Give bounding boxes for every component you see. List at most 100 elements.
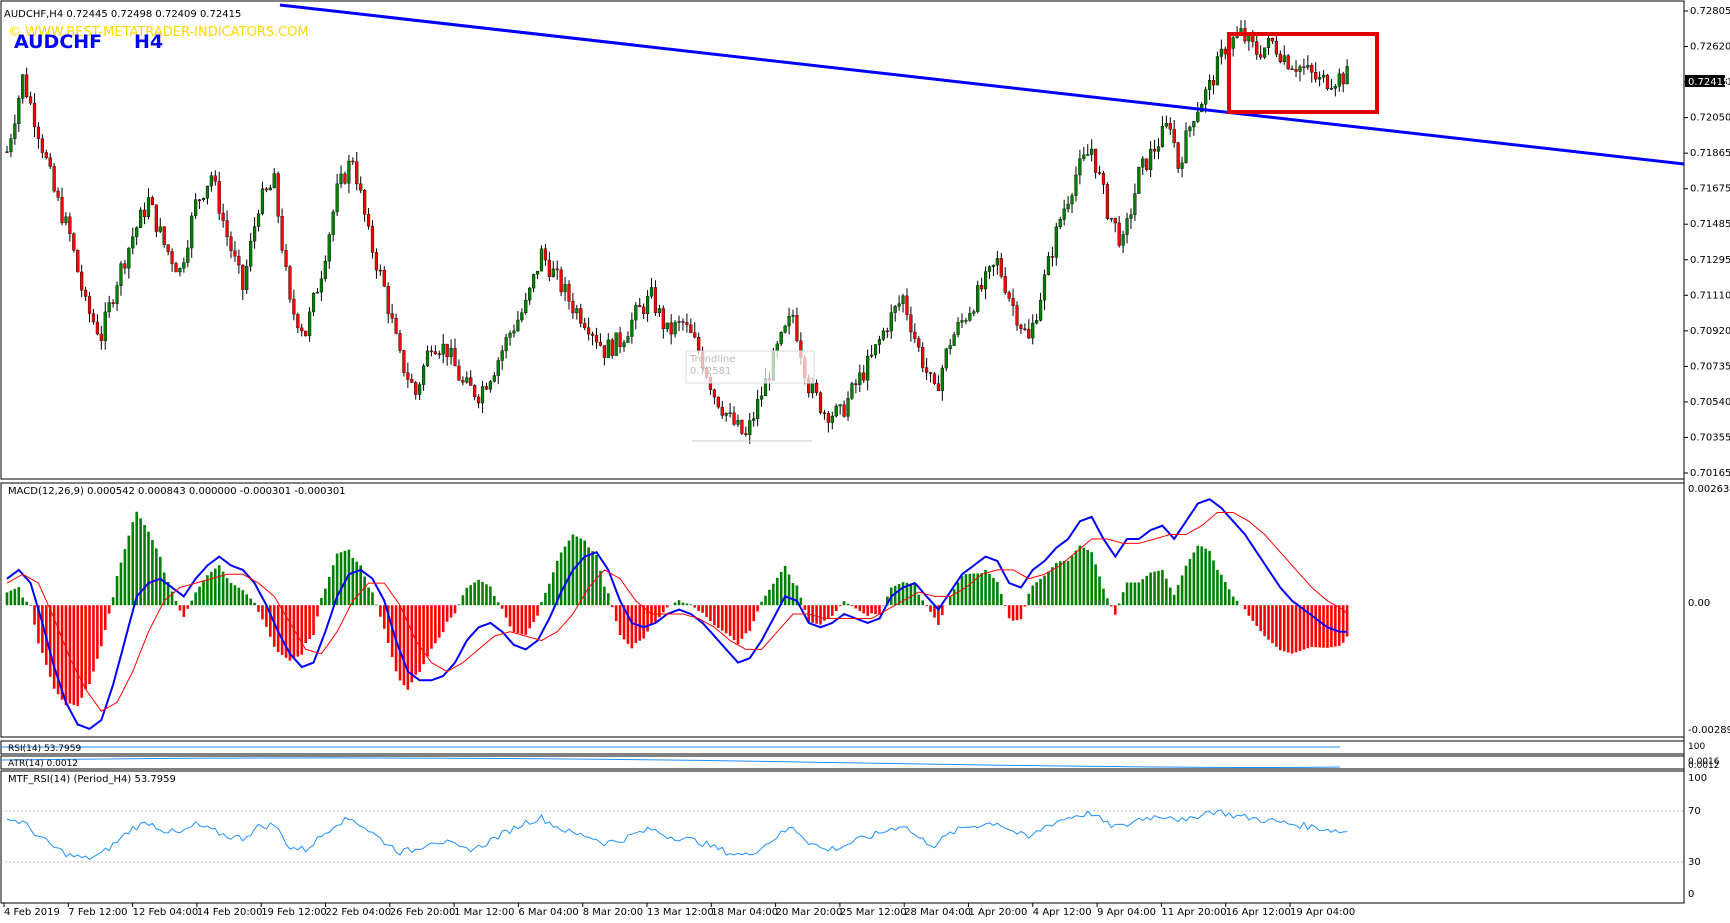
candle xyxy=(1031,314,1035,345)
candle xyxy=(394,313,398,335)
candle xyxy=(95,314,99,336)
candle xyxy=(932,371,937,386)
price-axis-label: 0.72805 xyxy=(1690,6,1730,17)
candle xyxy=(1109,217,1113,223)
candle xyxy=(304,330,308,337)
candle xyxy=(425,345,430,367)
candle xyxy=(642,303,646,320)
candle xyxy=(260,181,265,216)
candle xyxy=(406,362,410,388)
mtf-rsi-pane[interactable] xyxy=(0,770,1685,904)
tooltip-value: 0.72581 xyxy=(690,366,731,377)
atr-axis-top: 0.0016 xyxy=(1688,757,1720,767)
candle xyxy=(606,333,610,358)
candle xyxy=(594,327,599,349)
candle xyxy=(893,304,897,322)
candle xyxy=(264,186,268,193)
candle xyxy=(858,364,862,393)
candle xyxy=(174,261,178,273)
candle xyxy=(292,289,296,321)
candle xyxy=(1345,59,1349,85)
candle xyxy=(539,245,544,272)
candle xyxy=(197,198,202,210)
candle xyxy=(1113,217,1117,233)
candle xyxy=(25,67,29,99)
candle xyxy=(311,292,316,317)
candle xyxy=(649,277,654,299)
trendline[interactable] xyxy=(279,3,1685,166)
candle xyxy=(284,243,288,271)
time-axis-label: 20 Mar 20:00 xyxy=(776,907,843,918)
candle xyxy=(889,304,893,339)
candle xyxy=(500,345,504,370)
atr-axis-bottom: 0.0012 xyxy=(1688,761,1720,771)
candle xyxy=(913,323,917,344)
time-axis-label: 6 Mar 04:00 xyxy=(518,907,578,918)
candle xyxy=(626,331,630,343)
candle xyxy=(602,345,606,366)
candle xyxy=(532,273,536,293)
mtf-axis-30: 30 xyxy=(1688,857,1701,868)
candle xyxy=(610,337,614,359)
candle xyxy=(547,251,551,282)
candle xyxy=(182,257,186,273)
candle xyxy=(1066,196,1070,213)
candle xyxy=(991,264,996,276)
candle xyxy=(732,406,736,426)
candle xyxy=(571,292,575,319)
candle xyxy=(390,303,394,323)
macd-label: MACD(12,26,9) 0.000542 0.000843 0.000000… xyxy=(8,486,346,497)
candle xyxy=(968,306,972,322)
candle xyxy=(142,202,147,225)
macd-pane[interactable] xyxy=(0,482,1685,738)
candle xyxy=(1015,301,1019,331)
time-axis-label: 4 Feb 2019 xyxy=(4,907,60,918)
candle xyxy=(842,400,846,418)
candle xyxy=(1023,323,1027,332)
candle xyxy=(146,188,151,220)
highlight-box xyxy=(1227,32,1379,114)
tooltip-name: Trendline xyxy=(689,354,735,365)
candle xyxy=(614,332,618,356)
candle xyxy=(504,333,508,359)
candle xyxy=(1211,75,1216,95)
time-axis-label: 13 Mar 12:00 xyxy=(647,907,714,918)
candle xyxy=(433,345,437,355)
candle xyxy=(194,193,198,219)
candle xyxy=(280,208,284,254)
candle xyxy=(245,259,249,294)
candle xyxy=(877,335,882,354)
candle xyxy=(873,344,878,359)
candle xyxy=(508,330,512,346)
candle xyxy=(1274,32,1278,58)
candle xyxy=(1270,37,1275,44)
candle xyxy=(1310,63,1314,83)
candle xyxy=(1325,73,1330,91)
candle xyxy=(1090,139,1094,162)
candle xyxy=(1050,246,1054,267)
time-axis-label: 26 Feb 20:00 xyxy=(390,907,456,918)
candle xyxy=(1074,166,1078,202)
candle xyxy=(822,409,827,420)
candle xyxy=(712,388,716,405)
candle xyxy=(119,260,123,296)
candle xyxy=(748,413,752,444)
candle xyxy=(410,373,414,384)
candle xyxy=(351,157,355,166)
candle xyxy=(838,403,842,415)
candle xyxy=(154,204,158,238)
candle xyxy=(469,370,473,386)
candle xyxy=(983,266,988,300)
price-axis-label: 0.70735 xyxy=(1690,361,1730,372)
candle xyxy=(402,349,406,377)
candle xyxy=(107,295,111,318)
candle xyxy=(1145,158,1149,172)
candle xyxy=(36,122,41,149)
candle xyxy=(846,391,850,421)
candle xyxy=(1306,55,1310,70)
candle xyxy=(1278,50,1282,64)
candle xyxy=(583,317,587,331)
candle xyxy=(68,212,72,242)
